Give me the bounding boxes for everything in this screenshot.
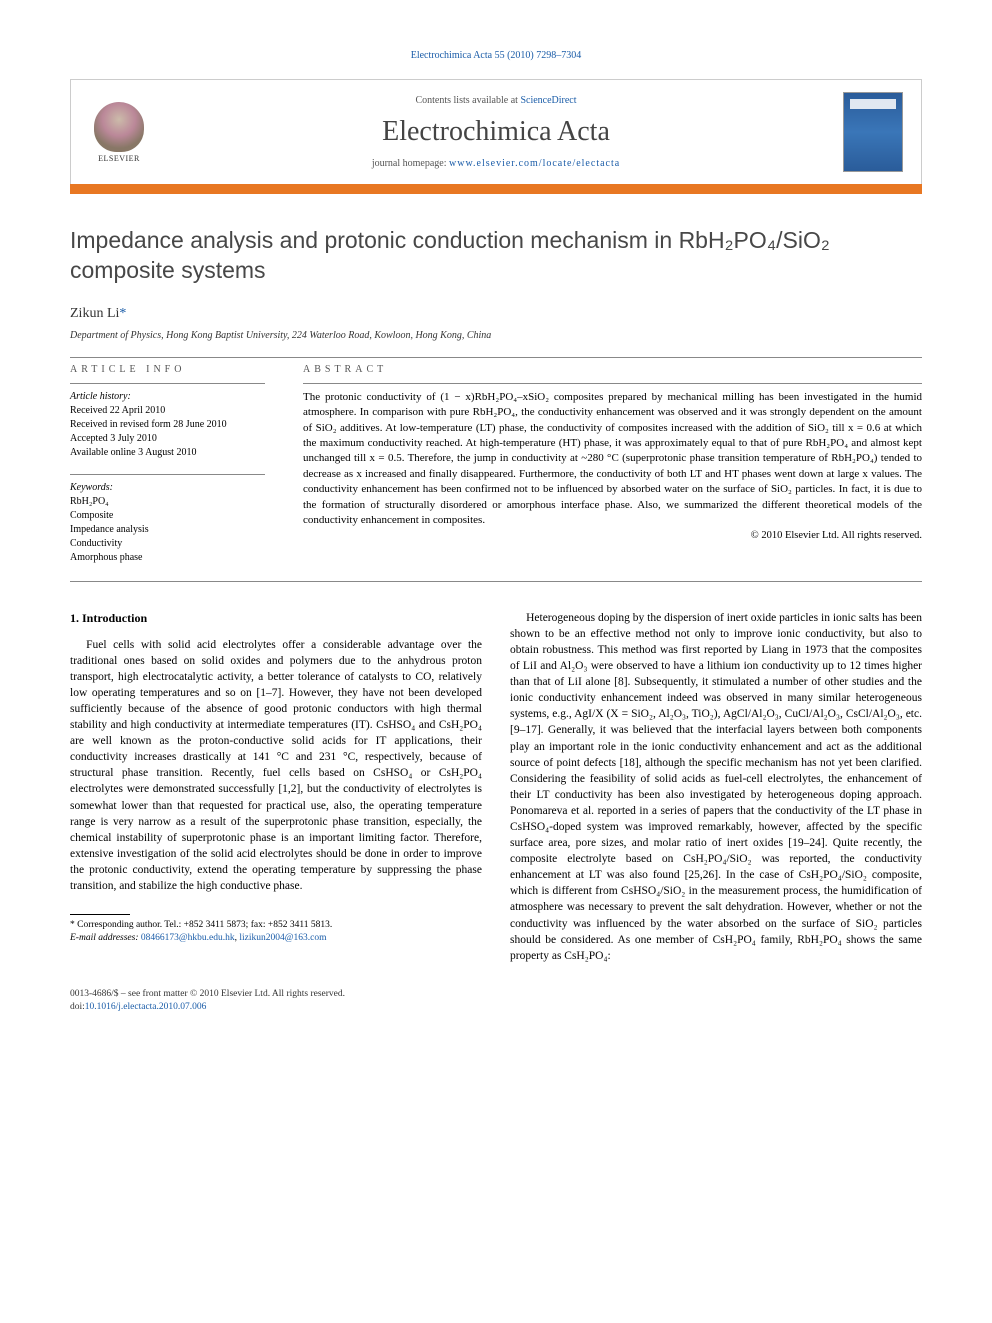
contents-line: Contents lists available at ScienceDirec… <box>149 95 843 106</box>
page-footer: 0013-4686/$ – see front matter © 2010 El… <box>70 988 922 1015</box>
author-email-link[interactable]: lizikun2004@163.com <box>239 933 326 943</box>
history-item: Available online 3 August 2010 <box>70 446 265 460</box>
keyword: Conductivity <box>70 537 265 551</box>
corresponding-footnote: * Corresponding author. Tel.: +852 3411 … <box>70 919 482 945</box>
elsevier-tree-icon <box>94 102 144 152</box>
history-item: Received in revised form 28 June 2010 <box>70 418 265 432</box>
doi-link[interactable]: 10.1016/j.electacta.2010.07.006 <box>85 1002 207 1012</box>
section-heading: 1. Introduction <box>70 610 482 627</box>
keyword: RbH₂PO₄ <box>70 495 265 509</box>
divider <box>303 383 922 384</box>
masthead-accent-bar <box>70 184 922 194</box>
history-item: Accepted 3 July 2010 <box>70 432 265 446</box>
journal-cover-thumbnail <box>843 92 903 172</box>
body-paragraph: Heterogeneous doping by the dispersion o… <box>510 610 922 964</box>
sciencedirect-link[interactable]: ScienceDirect <box>520 95 576 106</box>
history-item: Received 22 April 2010 <box>70 404 265 418</box>
running-header: Electrochimica Acta 55 (2010) 7298–7304 <box>70 50 922 61</box>
author-name: Zikun Li <box>70 306 119 321</box>
journal-name: Electrochimica Acta <box>149 116 843 148</box>
divider <box>70 383 265 384</box>
body-paragraph: Fuel cells with solid acid electrolytes … <box>70 637 482 895</box>
doi-label: doi: <box>70 1002 85 1012</box>
author-line: Zikun Li* <box>70 306 922 322</box>
abstract-text: The protonic conductivity of (1 − x)RbH₂… <box>303 390 922 529</box>
abstract-copyright: © 2010 Elsevier Ltd. All rights reserved… <box>303 530 922 541</box>
publisher-logo: ELSEVIER <box>89 102 149 163</box>
issn-line: 0013-4686/$ – see front matter © 2010 El… <box>70 988 922 1001</box>
corresponding-marker[interactable]: * <box>119 306 126 321</box>
footnote-rule <box>70 914 130 915</box>
keyword: Composite <box>70 509 265 523</box>
affiliation: Department of Physics, Hong Kong Baptist… <box>70 330 922 341</box>
keyword: Impedance analysis <box>70 523 265 537</box>
keyword: Amorphous phase <box>70 551 265 565</box>
publisher-name: ELSEVIER <box>98 154 140 163</box>
article-info-heading: article info <box>70 364 265 375</box>
email-label: E-mail addresses: <box>70 933 139 943</box>
citation-link[interactable]: Electrochimica Acta 55 (2010) 7298–7304 <box>411 50 582 61</box>
article-title: Impedance analysis and protonic conducti… <box>70 226 922 286</box>
divider <box>70 474 265 475</box>
divider <box>70 581 922 582</box>
masthead: ELSEVIER Contents lists available at Sci… <box>70 79 922 184</box>
abstract-heading: abstract <box>303 364 922 375</box>
divider <box>70 357 922 358</box>
history-label: Article history: <box>70 390 265 404</box>
keywords-label: Keywords: <box>70 481 265 495</box>
journal-homepage-link[interactable]: www.elsevier.com/locate/electacta <box>449 158 620 169</box>
homepage-line: journal homepage: www.elsevier.com/locat… <box>149 158 843 169</box>
author-email-link[interactable]: 08466173@hkbu.edu.hk <box>141 933 235 943</box>
